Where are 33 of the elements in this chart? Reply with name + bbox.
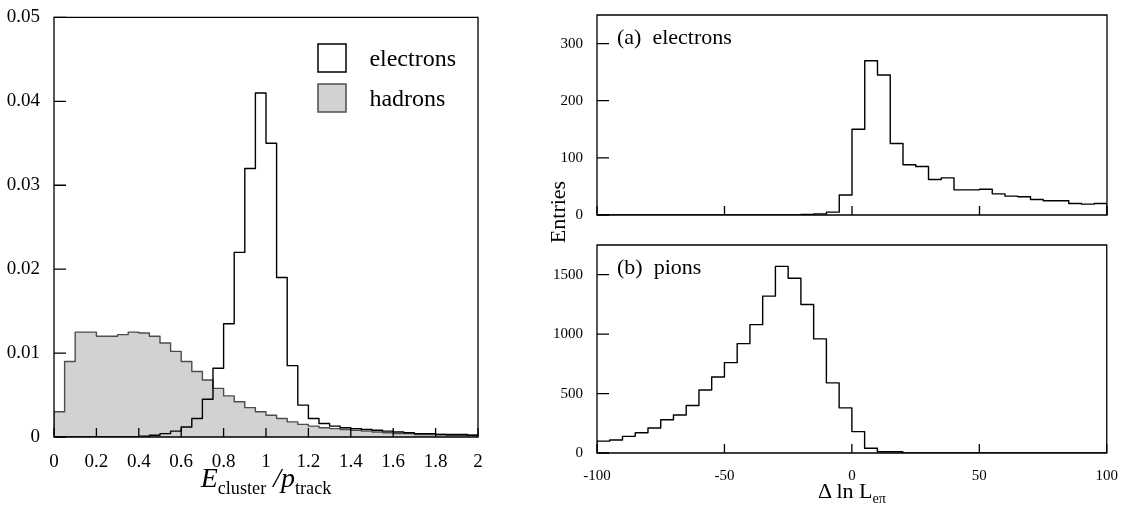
y-tick-label: 0.03 — [6, 173, 40, 195]
y-tick-label: 300 — [560, 34, 583, 51]
x-tick-label: -100 — [583, 466, 611, 483]
x-tick-label: 1.8 — [423, 450, 448, 472]
x-tick-label: 0.6 — [169, 450, 194, 472]
y-tick-label: 1000 — [553, 325, 583, 342]
y-tick-label: 500 — [560, 384, 583, 401]
x-tick-label: 0 — [848, 466, 856, 483]
y-tick-label: 0.05 — [6, 5, 40, 27]
x-tick-label: -50 — [714, 466, 735, 483]
legend-label: electrons — [369, 44, 456, 72]
y-axis-title: Entries — [545, 180, 572, 243]
y-tick-label: 100 — [560, 148, 583, 165]
y-tick-label: 0 — [30, 424, 40, 446]
y-tick-label: 0.02 — [6, 257, 40, 279]
x-tick-label: 50 — [971, 466, 987, 483]
x-tick-label: 2 — [473, 450, 483, 472]
y-tick-label: 0.01 — [6, 341, 40, 363]
x-tick-label: 100 — [1095, 466, 1118, 483]
x-tick-label: 1 — [261, 450, 271, 472]
x-tick-label: 0.2 — [84, 450, 109, 472]
x-tick-label: 1.2 — [296, 450, 321, 472]
x-tick-label: 1.4 — [338, 450, 364, 472]
y-tick-label: 0.04 — [6, 89, 41, 111]
x-tick-label: 1.6 — [381, 450, 406, 472]
y-tick-label: 200 — [560, 91, 583, 108]
legend-label: hadrons — [369, 84, 446, 112]
x-tick-label: 0 — [49, 450, 59, 472]
annotation: (a) electrons — [617, 23, 732, 49]
annotation: (b) pions — [617, 253, 702, 279]
x-tick-label: 0.4 — [126, 450, 152, 472]
y-tick-label: 1500 — [553, 265, 583, 282]
y-tick-label: 0 — [575, 205, 583, 222]
